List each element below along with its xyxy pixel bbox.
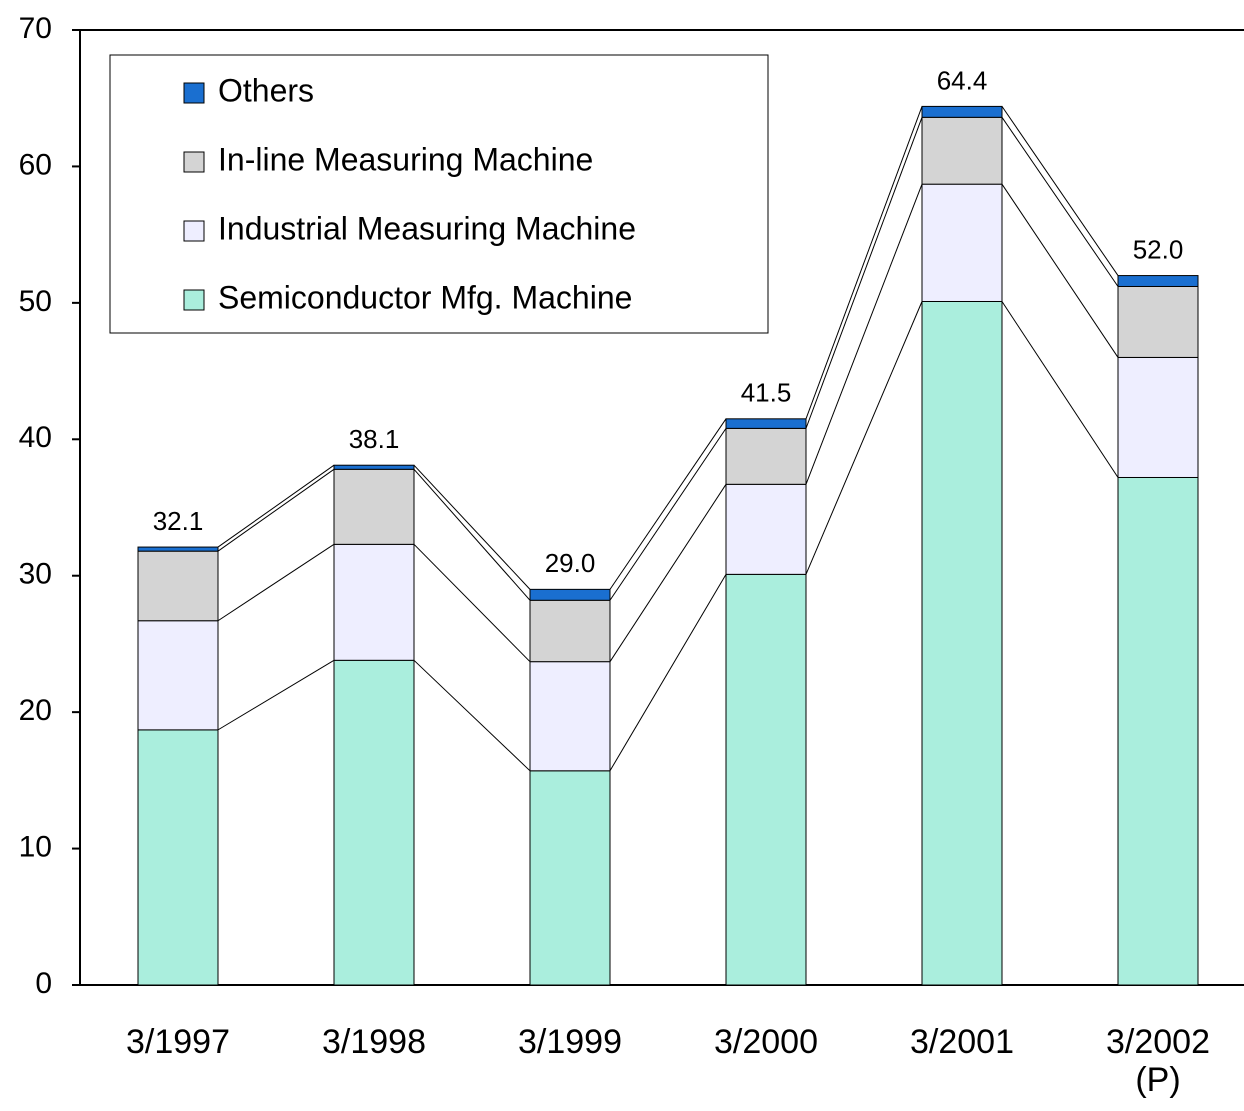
x-tick-label: 3/1998 <box>322 1023 426 1061</box>
total-label: 32.1 <box>153 506 204 536</box>
legend-label: Semiconductor Mfg. Machine <box>218 279 632 315</box>
bar-segment <box>725 418 807 429</box>
connector-line <box>609 418 727 590</box>
y-tick-label: 0 <box>35 967 52 1000</box>
legend-swatch <box>183 151 205 173</box>
bar-segment <box>529 661 611 772</box>
bar-segment <box>137 620 219 731</box>
bar-segment <box>725 427 807 485</box>
connector-line <box>217 543 335 622</box>
connector-line <box>609 574 727 772</box>
bar-segment <box>921 300 1003 986</box>
legend-box <box>109 54 769 334</box>
connector-line <box>413 543 531 663</box>
total-label: 41.5 <box>741 378 792 408</box>
bar-segment <box>137 546 219 552</box>
y-tick-label: 70 <box>19 12 52 45</box>
bar-segment <box>333 464 415 470</box>
connector-line <box>805 106 923 419</box>
connector-line <box>217 468 335 552</box>
total-label: 29.0 <box>545 548 596 578</box>
bar-segment <box>333 543 415 661</box>
connector-line <box>1001 117 1119 287</box>
connector-line <box>413 659 531 772</box>
legend-label: Others <box>218 72 314 108</box>
bar-segment <box>1117 275 1199 287</box>
connector-line <box>805 117 923 429</box>
bar-segment <box>921 105 1003 118</box>
total-label: 38.1 <box>349 424 400 454</box>
connector-line <box>413 464 531 590</box>
connector-line <box>1001 301 1119 478</box>
bar-segment <box>921 116 1003 185</box>
y-tick-label: 50 <box>19 285 52 318</box>
bar-segment <box>529 599 611 663</box>
bar-segment <box>725 573 807 986</box>
bar-segment <box>137 550 219 622</box>
x-tick-label: 3/2002 (P) <box>1106 1023 1210 1099</box>
connector-line <box>1001 106 1119 276</box>
bar-segment <box>333 468 415 545</box>
total-label: 64.4 <box>937 65 988 95</box>
connector-line <box>1001 183 1119 358</box>
legend-swatch <box>183 82 205 104</box>
bar-segment <box>921 183 1003 302</box>
total-label: 52.0 <box>1133 234 1184 264</box>
bar-segment <box>333 659 415 986</box>
connector-line <box>413 468 531 601</box>
connector-line <box>805 301 923 575</box>
y-tick-label: 10 <box>19 830 52 863</box>
connector-line <box>609 484 727 662</box>
connector-line <box>217 464 335 548</box>
legend-label: Industrial Measuring Machine <box>218 210 636 246</box>
connector-line <box>805 183 923 485</box>
legend-swatch <box>183 289 205 311</box>
legend-label: In-line Measuring Machine <box>218 141 593 177</box>
x-tick-label: 3/2001 <box>910 1023 1014 1061</box>
x-tick-label: 3/1997 <box>126 1023 230 1061</box>
bar-segment <box>725 483 807 575</box>
bar-segment <box>1117 476 1199 986</box>
y-tick-label: 20 <box>19 694 52 727</box>
y-tick-label: 60 <box>19 148 52 181</box>
legend-swatch <box>183 220 205 242</box>
x-tick-label: 3/1999 <box>518 1023 622 1061</box>
y-tick-label: 30 <box>19 558 52 591</box>
bar-segment <box>1117 285 1199 358</box>
bar-segment <box>529 770 611 986</box>
connector-line <box>609 428 727 601</box>
bar-segment <box>529 588 611 601</box>
bar-segment <box>137 729 219 986</box>
connector-line <box>217 659 335 731</box>
x-tick-label: 3/2000 <box>714 1023 818 1061</box>
bar-segment <box>1117 356 1199 478</box>
y-tick-label: 40 <box>19 421 52 454</box>
